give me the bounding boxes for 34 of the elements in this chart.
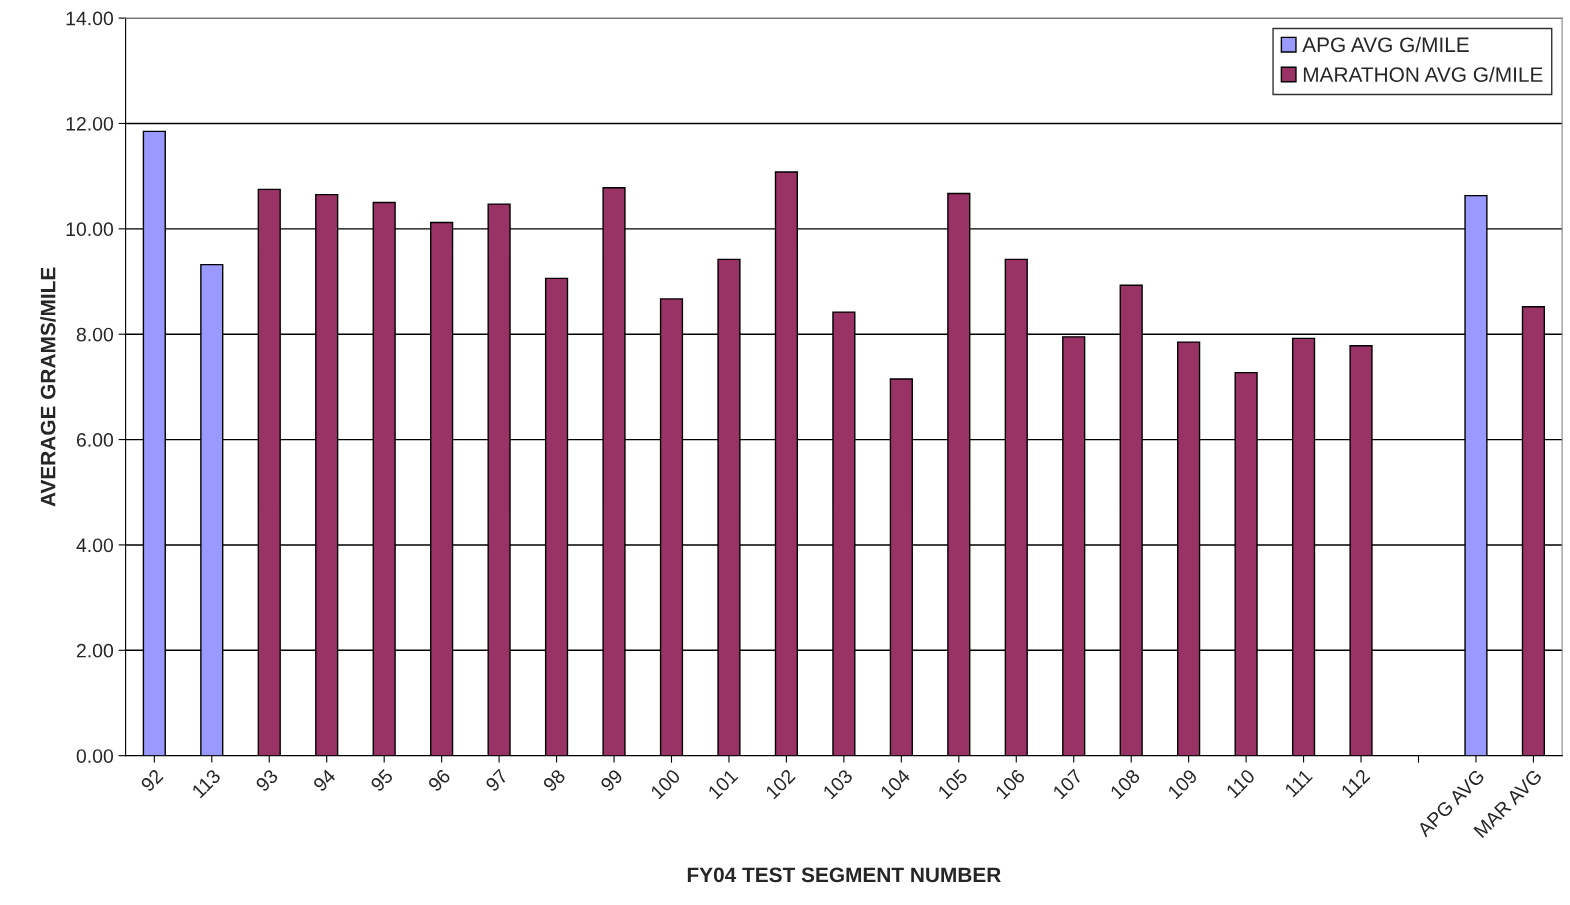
x-tick-label: 98 (542, 768, 567, 793)
x-tick-label: 99 (599, 768, 624, 793)
y-tick-label: 2.00 (76, 643, 114, 658)
y-tick-label: 12.00 (66, 116, 114, 131)
y-tick-label: 10.00 (66, 222, 114, 237)
x-tick-label: 93 (254, 768, 279, 793)
x-tick-label: 100 (649, 768, 682, 800)
x-tick-label: 112 (1340, 768, 1371, 799)
y-tick-label: 8.00 (76, 327, 114, 342)
x-tick-label: 92 (140, 768, 164, 793)
x-tick-label: 106 (994, 768, 1026, 800)
x-tick-label: 105 (937, 768, 969, 800)
x-tick-label: 95 (369, 768, 394, 793)
x-tick-label: 101 (707, 768, 739, 800)
x-tick-label: 96 (427, 768, 452, 793)
x-tick-label: 97 (484, 768, 509, 793)
x-tick-label: 94 (312, 768, 337, 793)
x-tick-label: 102 (764, 768, 796, 800)
legend-label: MARATHON AVG G/MILE (1303, 66, 1543, 82)
x-tick-label: 113 (191, 768, 222, 799)
x-axis-title: FY04 TEST SEGMENT NUMBER (687, 867, 1001, 883)
x-tick-label: 108 (1109, 768, 1141, 800)
y-axis-title: AVERAGE GRAMS/MILE (40, 267, 56, 507)
x-tick-label: 111 (1284, 768, 1313, 798)
y-tick-label: 4.00 (76, 538, 114, 553)
x-tick-label: 109 (1167, 768, 1199, 800)
x-tick-label: 110 (1225, 768, 1256, 799)
y-tick-label: 6.00 (76, 433, 114, 447)
y-tick-label: 14.00 (66, 11, 114, 26)
legend-label: APG AVG G/MILE (1302, 36, 1469, 53)
x-tick-label: 103 (822, 768, 854, 800)
x-tick-label: 107 (1052, 768, 1084, 800)
y-tick-label: 0.00 (76, 749, 114, 763)
x-tick-label: 104 (879, 768, 912, 800)
